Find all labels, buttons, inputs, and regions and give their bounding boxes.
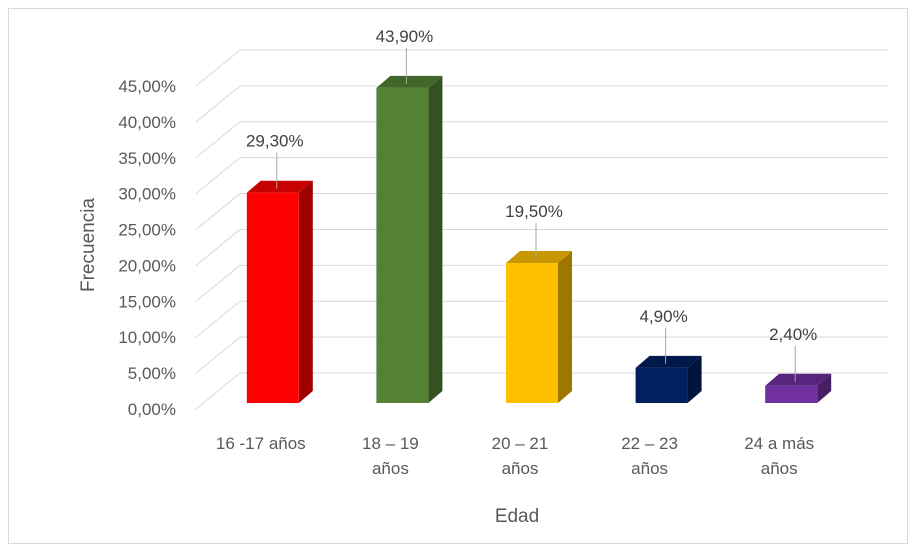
y-tick-label: 30,00% <box>118 185 176 204</box>
gridline-side <box>195 49 241 87</box>
data-label: 2,40% <box>769 325 817 344</box>
data-labels: 29,30% 43,90% 19,50% 4,90% 2,40% <box>246 27 817 382</box>
gridline-side <box>195 300 241 338</box>
y-tick-label: 45,00% <box>118 77 176 96</box>
bar <box>506 251 572 403</box>
bar <box>376 75 443 403</box>
bar-top <box>246 180 313 193</box>
gridline-side <box>195 193 241 230</box>
gridline-side <box>195 264 241 302</box>
gridline-side <box>195 372 241 410</box>
y-tick-label: 35,00% <box>118 149 176 168</box>
y-tick-label: 0,00% <box>128 400 176 419</box>
y-axis-title: Frecuencia <box>78 198 99 292</box>
category-label: 16 -17 años <box>216 434 306 453</box>
bar-top <box>506 251 572 264</box>
gridline-side <box>195 229 241 266</box>
category-label: 20 – 21 <box>492 434 549 453</box>
data-label: 43,90% <box>376 27 434 46</box>
bar-top <box>635 355 702 368</box>
category-label: 22 – 23 <box>621 434 678 453</box>
gridline-side <box>195 85 241 123</box>
gridline-side <box>195 336 241 374</box>
bar-side <box>687 355 702 403</box>
data-label: 29,30% <box>246 132 304 151</box>
category-label: 18 – 19 <box>362 434 419 453</box>
bar-top <box>765 373 832 386</box>
data-label: 19,50% <box>505 202 563 221</box>
y-tick-label: 20,00% <box>118 256 176 275</box>
bar-front <box>765 385 818 403</box>
bar <box>246 180 313 403</box>
bar-side <box>428 75 443 403</box>
y-tick-label: 40,00% <box>118 113 176 132</box>
bar <box>635 355 702 403</box>
y-tick-label: 5,00% <box>128 364 176 383</box>
bar-top <box>376 75 443 88</box>
y-axis-ticks: 0,00% 5,00% 10,00% 15,00% 20,00% 25,00% 30,00%… <box>118 77 176 419</box>
bar-front <box>635 367 688 403</box>
bars <box>246 75 832 403</box>
category-label: años <box>502 459 539 478</box>
bar-side <box>817 373 832 403</box>
y-tick-label: 25,00% <box>118 221 176 240</box>
data-label: 4,90% <box>639 307 687 326</box>
gridline-side <box>195 157 241 195</box>
bar-front <box>376 87 429 403</box>
category-label: años <box>372 459 409 478</box>
x-axis-title: Edad <box>495 506 539 527</box>
category-label: años <box>761 459 798 478</box>
y-tick-label: 10,00% <box>118 328 176 347</box>
bar-side <box>298 180 313 403</box>
gridlines <box>195 49 888 410</box>
bar-front <box>506 263 558 403</box>
bar <box>765 373 832 403</box>
y-tick-label: 15,00% <box>118 292 176 311</box>
chart-frame <box>8 8 908 544</box>
category-label: años <box>631 459 668 478</box>
x-axis-categories: 16 -17 años 18 – 19 años 20 – 21 años 22 – 23… <box>216 434 814 478</box>
gridline-side <box>195 121 241 159</box>
bar-side <box>558 251 572 403</box>
bar-front <box>246 192 299 403</box>
category-label: 24 a más <box>744 434 814 453</box>
